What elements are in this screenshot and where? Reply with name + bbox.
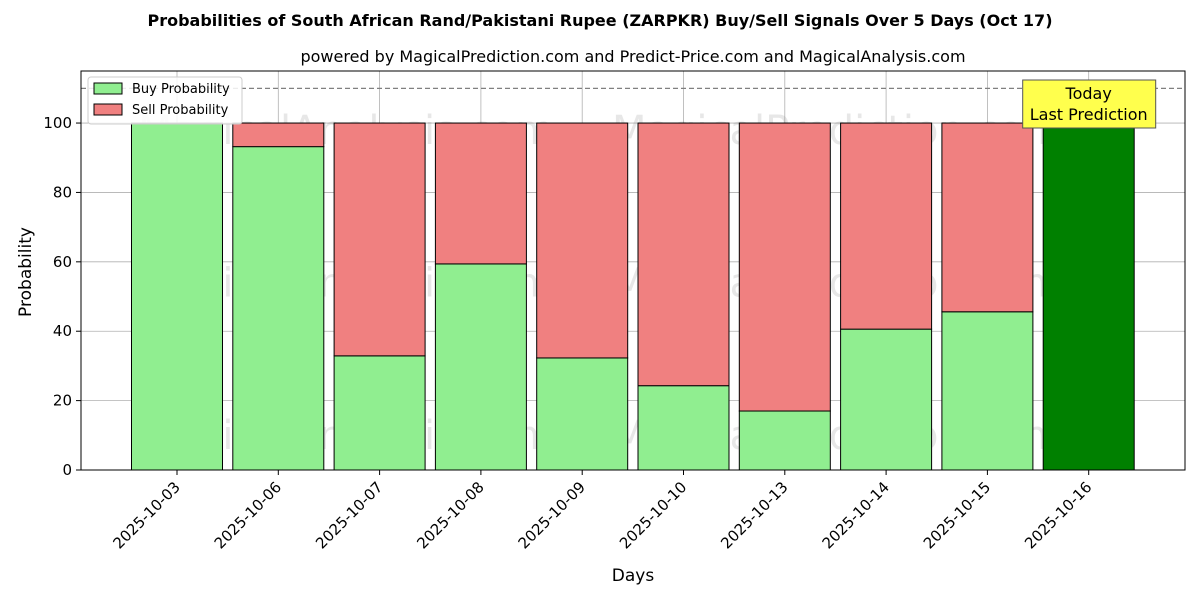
buy-bar — [1042, 122, 1135, 471]
buy-bar — [131, 122, 223, 471]
annotation-box — [1022, 79, 1157, 129]
y-axis-label: Probability — [16, 227, 36, 317]
x-tick-label: 2025-10-15 — [920, 478, 994, 552]
x-tick-label: 2025-10-10 — [616, 478, 690, 552]
buy-bar — [536, 357, 629, 471]
bars — [131, 122, 1135, 471]
buy-bar — [232, 146, 325, 471]
x-tick-label: 2025-10-13 — [717, 478, 791, 552]
y-tick-label: 40 — [53, 322, 72, 340]
x-tick-label: 2025-10-09 — [515, 478, 589, 552]
sell-bar — [232, 122, 325, 148]
sell-bar — [941, 122, 1034, 313]
sell-bar — [434, 122, 527, 265]
x-tick-label: 2025-10-07 — [312, 478, 386, 552]
plot-frame — [80, 70, 1186, 471]
legend-swatch — [93, 82, 123, 95]
buy-bar — [434, 263, 527, 471]
legend: Buy Probability Sell Probability — [87, 76, 243, 125]
legend-box — [87, 76, 243, 125]
y-tick-label: 100 — [43, 114, 72, 132]
x-axis-label: Days — [612, 566, 655, 586]
legend-label: Sell Probability — [132, 103, 229, 118]
sell-bar — [333, 122, 426, 357]
x-tick-label: 2025-10-06 — [211, 478, 285, 552]
sell-bar — [536, 122, 629, 359]
y-tick-label: 60 — [53, 253, 72, 271]
buy-bar — [333, 355, 426, 471]
annotation-line2: Last Prediction — [1030, 105, 1148, 124]
sell-bar — [738, 122, 831, 412]
x-tick-label: 2025-10-14 — [819, 478, 893, 552]
buy-bar — [840, 328, 933, 471]
chart-title: Probabilities of South African Rand/Paki… — [147, 11, 1052, 30]
sell-bar — [637, 122, 730, 387]
y-tick-label: 0 — [62, 461, 72, 479]
x-tick-label: 2025-10-08 — [413, 478, 487, 552]
today-annotation: Today Last Prediction — [1022, 79, 1157, 129]
buy-bar — [637, 385, 730, 471]
chart-subtitle: powered by MagicalPrediction.com and Pre… — [300, 47, 965, 66]
x-tick-label: 2025-10-03 — [109, 478, 183, 552]
y-tick-label: 20 — [53, 392, 72, 410]
legend-swatch — [93, 103, 123, 116]
y-tick-label: 80 — [53, 183, 72, 201]
buy-bar — [738, 410, 831, 471]
x-tick-label: 2025-10-16 — [1021, 478, 1095, 552]
buy-bar — [941, 311, 1034, 471]
sell-bar — [840, 122, 933, 330]
annotation-line1: Today — [1065, 84, 1112, 103]
legend-label: Buy Probability — [132, 82, 230, 97]
